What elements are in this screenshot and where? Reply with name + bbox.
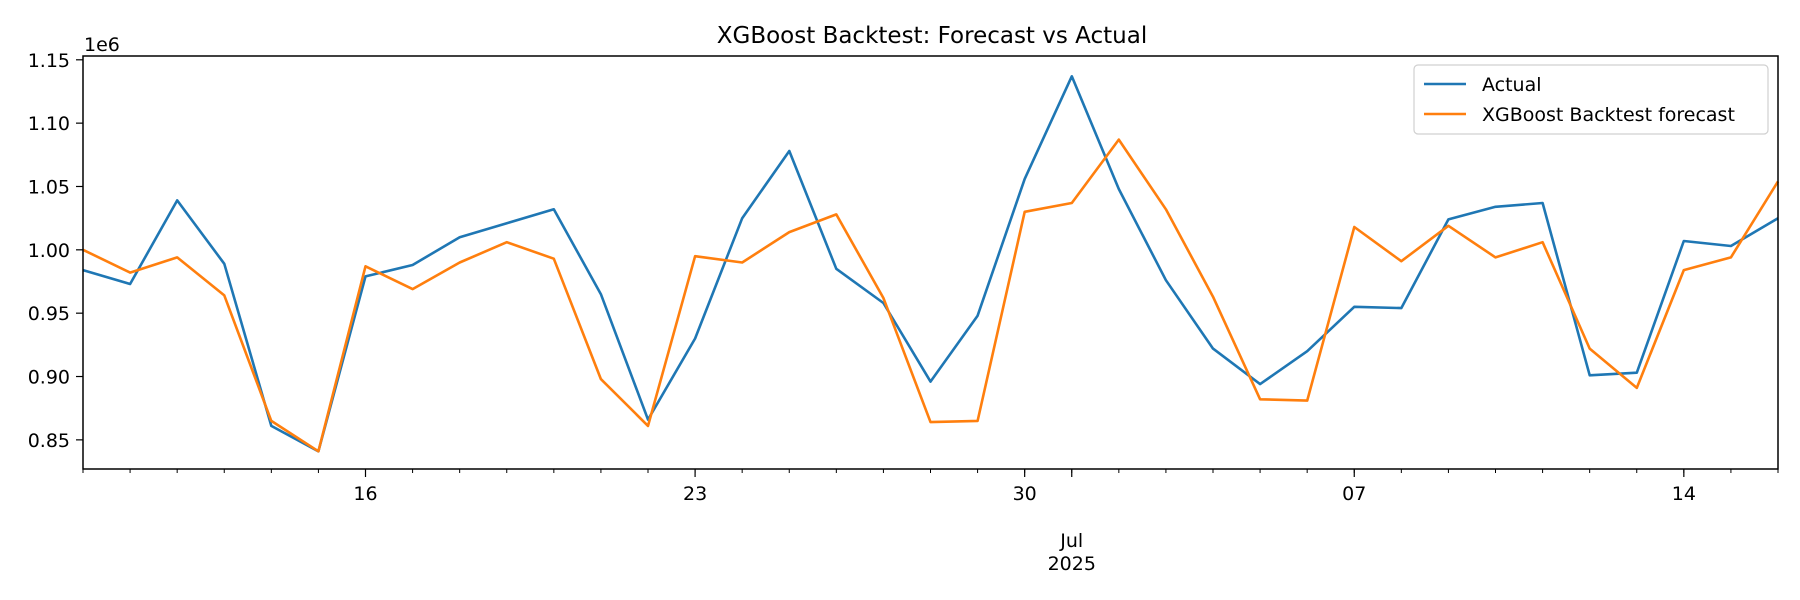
y-offset-label: 1e6 xyxy=(84,34,120,56)
y-tick-label: 0.95 xyxy=(28,303,70,325)
x-tick-label: 16 xyxy=(353,483,377,505)
x-tick-label: 23 xyxy=(683,483,707,505)
y-tick-label: 0.85 xyxy=(28,430,70,452)
x-tick-label: Jul xyxy=(1059,530,1083,552)
series-line-1 xyxy=(82,138,1780,453)
y-tick-label: 1.05 xyxy=(28,176,70,198)
x-tick-label: 14 xyxy=(1672,483,1696,505)
y-tick-label: 1.10 xyxy=(28,113,70,135)
plot-frame xyxy=(82,55,1779,470)
x-tick-label: 30 xyxy=(1013,483,1037,505)
legend-box xyxy=(1413,64,1769,135)
plot-area xyxy=(82,75,1780,453)
legend: Actual XGBoost Backtest forecast xyxy=(1413,64,1769,135)
legend-label-1: XGBoost Backtest forecast xyxy=(1482,104,1735,126)
x-tick-sublabel: 2025 xyxy=(1048,553,1096,575)
y-tick-label: 1.00 xyxy=(28,240,70,262)
series-line-0 xyxy=(82,75,1779,453)
x-tick-label: 07 xyxy=(1342,483,1366,505)
y-tick-label: 1.15 xyxy=(28,50,70,72)
y-tick-label: 0.90 xyxy=(28,367,70,389)
legend-label-0: Actual xyxy=(1482,74,1542,96)
chart-title: XGBoost Backtest: Forecast vs Actual xyxy=(717,23,1147,49)
